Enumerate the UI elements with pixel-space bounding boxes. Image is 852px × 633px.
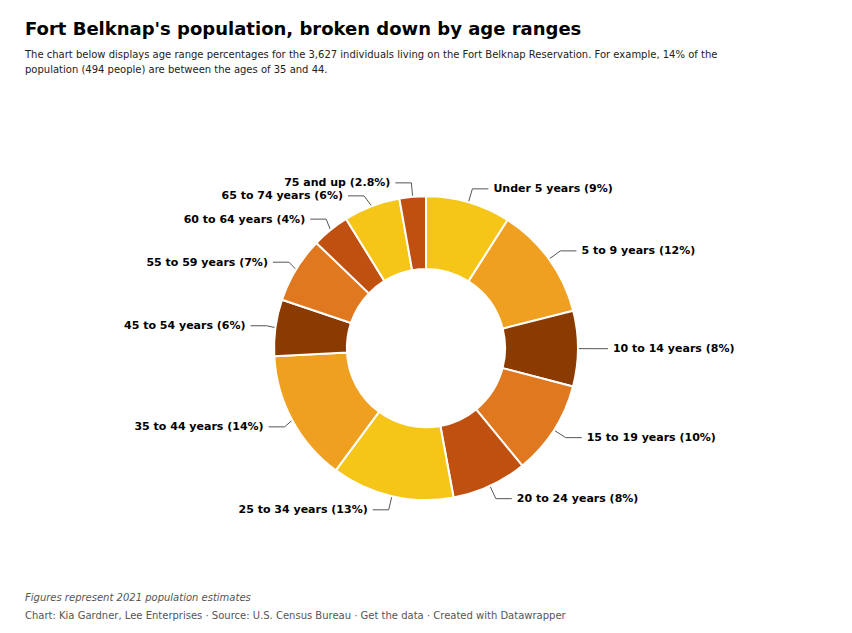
svg-text:Under 5 years (9%): Under 5 years (9%) bbox=[493, 182, 612, 195]
svg-text:20 to 24 years (8%): 20 to 24 years (8%) bbox=[517, 492, 639, 505]
svg-text:5 to 9 years (12%): 5 to 9 years (12%) bbox=[581, 244, 695, 257]
svg-text:45 to 54 years (6%): 45 to 54 years (6%) bbox=[124, 319, 246, 332]
svg-text:Fort Belknap's population, bro: Fort Belknap's population, broken down b… bbox=[25, 18, 581, 39]
svg-text:75 and up (2.8%): 75 and up (2.8%) bbox=[284, 176, 390, 189]
svg-text:65 to 74 years (6%): 65 to 74 years (6%) bbox=[222, 189, 344, 202]
svg-text:25 to 34 years (13%): 25 to 34 years (13%) bbox=[239, 503, 368, 516]
svg-text:35 to 44 years (14%): 35 to 44 years (14%) bbox=[134, 420, 263, 433]
svg-text:population (494 people) are be: population (494 people) are between the … bbox=[25, 64, 328, 75]
svg-text:60 to 64 years (4%): 60 to 64 years (4%) bbox=[184, 213, 306, 226]
svg-text:Figures represent 2021 populat: Figures represent 2021 population estima… bbox=[25, 592, 251, 603]
svg-text:10 to 14 years (8%): 10 to 14 years (8%) bbox=[613, 342, 735, 355]
svg-text:55 to 59 years (7%): 55 to 59 years (7%) bbox=[146, 256, 268, 269]
svg-text:15 to 19 years (10%): 15 to 19 years (10%) bbox=[587, 431, 716, 444]
svg-text:Chart: Kia Gardner, Lee Enterp: Chart: Kia Gardner, Lee Enterprises · So… bbox=[25, 610, 567, 621]
svg-text:The chart below displays age r: The chart below displays age range perce… bbox=[24, 49, 717, 60]
